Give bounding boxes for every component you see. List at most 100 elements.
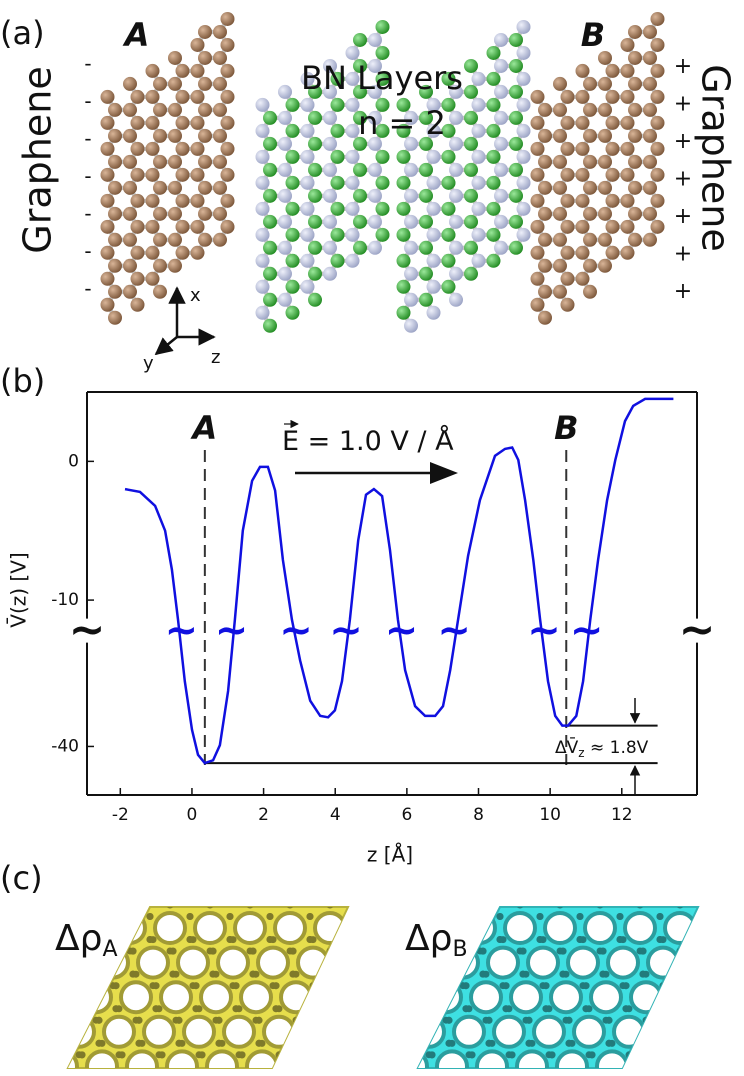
atom bbox=[323, 240, 337, 255]
hole bbox=[378, 948, 408, 978]
atom bbox=[553, 258, 567, 273]
atom bbox=[213, 76, 227, 91]
atom bbox=[345, 71, 360, 86]
atom bbox=[149, 936, 157, 944]
hole bbox=[142, 1014, 176, 1049]
atom bbox=[390, 982, 397, 989]
atom bbox=[740, 936, 744, 943]
atom bbox=[645, 1039, 653, 1047]
hole bbox=[313, 911, 347, 945]
atom bbox=[516, 123, 531, 138]
atom bbox=[190, 219, 205, 234]
atom bbox=[422, 982, 430, 990]
hole bbox=[435, 1049, 469, 1068]
hole bbox=[165, 1049, 199, 1068]
atom bbox=[605, 167, 620, 182]
atom bbox=[643, 206, 657, 221]
atom bbox=[129, 947, 137, 955]
atom bbox=[138, 1039, 146, 1047]
atom bbox=[278, 266, 292, 281]
atom bbox=[353, 214, 367, 229]
hole bbox=[102, 1014, 136, 1049]
axis-name: y bbox=[143, 353, 154, 374]
atom bbox=[123, 76, 137, 91]
atom bbox=[153, 128, 167, 143]
atom bbox=[153, 232, 167, 247]
atom bbox=[353, 240, 367, 255]
atom bbox=[471, 71, 486, 86]
atom bbox=[108, 232, 122, 247]
delta-rest: ≈ 1.8V bbox=[585, 738, 649, 758]
atom bbox=[441, 123, 456, 138]
atom bbox=[285, 123, 300, 138]
atom bbox=[439, 970, 447, 978]
atom bbox=[100, 141, 115, 156]
atom bbox=[255, 175, 270, 190]
atom bbox=[396, 279, 411, 294]
atom bbox=[538, 232, 552, 247]
atom bbox=[676, 907, 684, 909]
atom bbox=[375, 123, 390, 138]
atom bbox=[130, 245, 145, 260]
atom bbox=[419, 214, 433, 229]
hole bbox=[355, 913, 385, 943]
hole bbox=[675, 1049, 698, 1068]
atom bbox=[335, 1039, 343, 1047]
atom bbox=[539, 936, 547, 944]
atom bbox=[368, 84, 382, 99]
atom bbox=[218, 1039, 226, 1047]
y-axis-label: V̄(z) [V] bbox=[6, 552, 31, 627]
hole bbox=[692, 1014, 698, 1049]
atom bbox=[404, 292, 418, 307]
atom bbox=[719, 948, 726, 955]
atom bbox=[579, 936, 587, 944]
atom bbox=[285, 253, 300, 268]
atom bbox=[737, 936, 744, 943]
atom bbox=[353, 84, 367, 99]
atom bbox=[560, 115, 575, 130]
atom bbox=[650, 89, 665, 104]
atom bbox=[596, 907, 604, 909]
atom bbox=[706, 1051, 713, 1058]
atom bbox=[123, 232, 137, 247]
atom bbox=[153, 76, 167, 91]
atom bbox=[213, 232, 227, 247]
atom bbox=[464, 266, 478, 281]
curve-break: ~ bbox=[385, 608, 419, 654]
atom bbox=[488, 1039, 496, 1047]
atom bbox=[502, 982, 510, 990]
atom bbox=[330, 201, 345, 216]
atom bbox=[562, 970, 570, 978]
atom bbox=[100, 115, 115, 130]
atom bbox=[220, 167, 235, 182]
hole bbox=[68, 1014, 96, 1049]
atom bbox=[509, 188, 523, 203]
atom bbox=[326, 907, 334, 909]
delta-sub: z bbox=[578, 746, 584, 760]
atom bbox=[404, 214, 418, 229]
atom bbox=[315, 1005, 323, 1013]
atom bbox=[153, 258, 167, 273]
atom bbox=[449, 266, 463, 281]
atom bbox=[375, 1040, 382, 1047]
atom bbox=[215, 1016, 223, 1024]
atom bbox=[368, 136, 382, 151]
atom bbox=[175, 167, 190, 182]
atom bbox=[329, 947, 337, 955]
atom bbox=[312, 1005, 320, 1013]
hole bbox=[652, 1014, 686, 1049]
atom bbox=[538, 310, 552, 325]
atom bbox=[198, 128, 212, 143]
atom bbox=[108, 310, 122, 325]
atom bbox=[598, 128, 612, 143]
atom bbox=[598, 206, 612, 221]
atom bbox=[246, 907, 254, 909]
atom bbox=[426, 279, 441, 294]
atom bbox=[263, 240, 277, 255]
atom bbox=[628, 180, 642, 195]
atom bbox=[449, 110, 463, 125]
atom bbox=[428, 1051, 436, 1059]
atom-lattices bbox=[100, 11, 665, 333]
atom bbox=[449, 162, 463, 177]
atom bbox=[285, 305, 300, 320]
